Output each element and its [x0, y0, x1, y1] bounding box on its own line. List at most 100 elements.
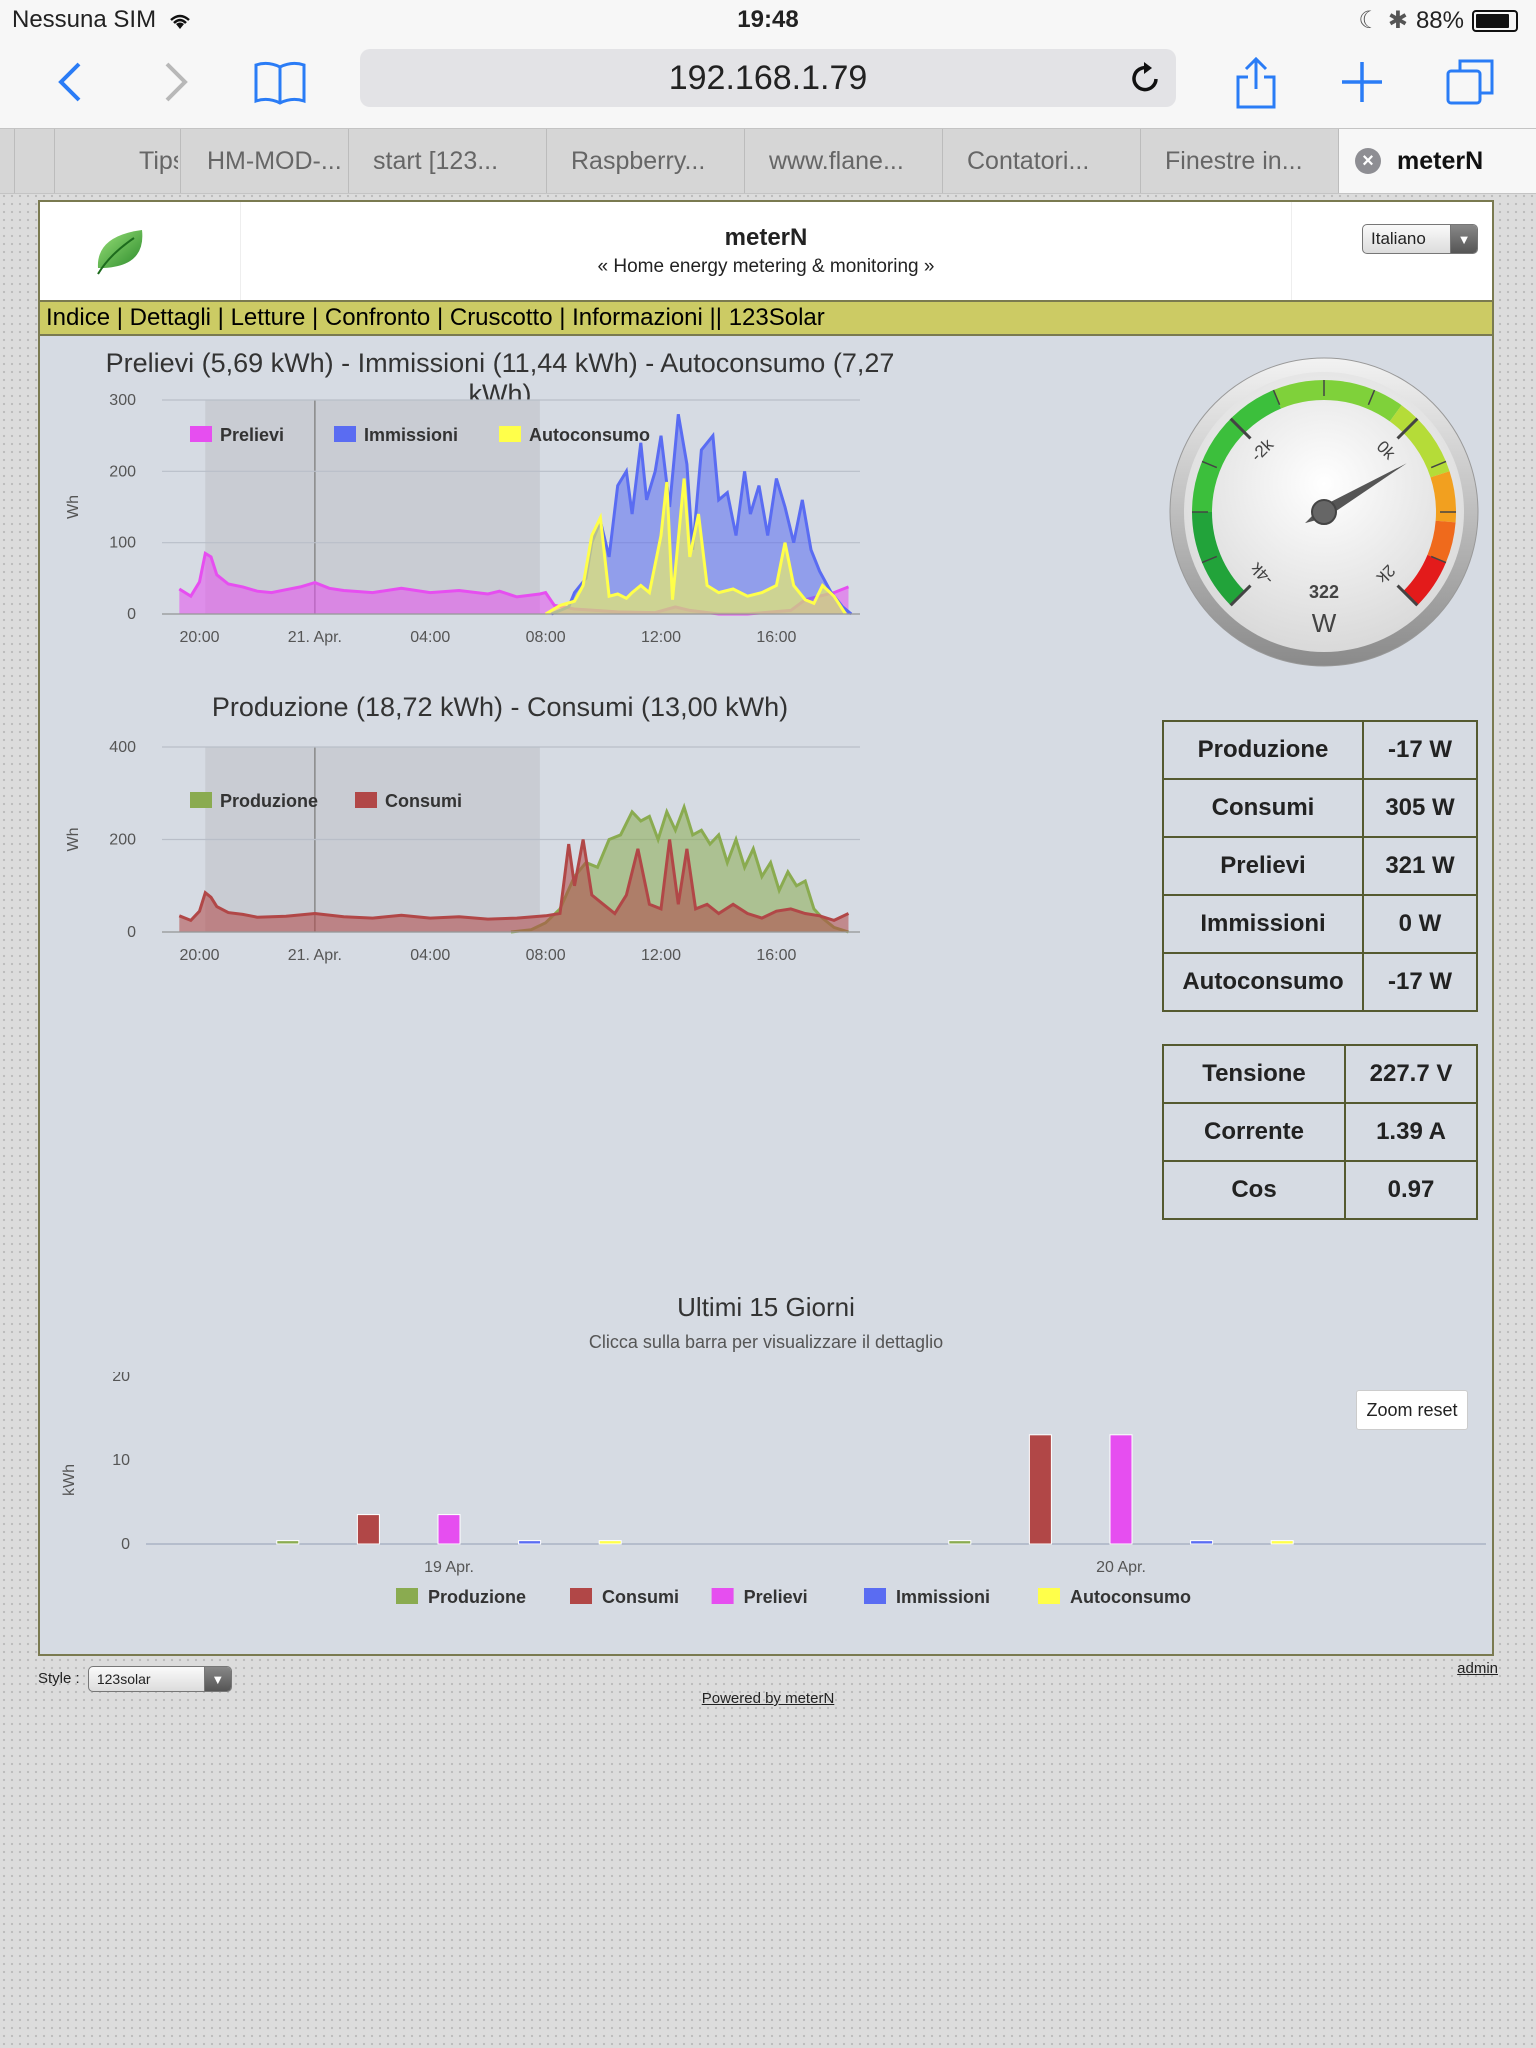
- style-selector: Style : 123solar ▼: [38, 1666, 232, 1692]
- tab-contatori[interactable]: Contatori...: [942, 129, 1140, 193]
- battery-icon: [1472, 9, 1518, 32]
- x-tick-label: 19 Apr.: [424, 1559, 474, 1576]
- admin-link[interactable]: admin: [1457, 1660, 1498, 1677]
- menu-item-informazioni[interactable]: Informazioni: [572, 304, 703, 331]
- bar-produzione: [276, 1540, 300, 1545]
- bar-consumi: [1028, 1434, 1052, 1545]
- chart1-svg[interactable]: 0 100 200 300 Wh 20:00 21. Apr. 04:00 08:00 12:00…: [50, 386, 870, 686]
- chevron-left-icon: [58, 62, 81, 102]
- address-bar[interactable]: 192.168.1.79: [360, 49, 1176, 107]
- live-label: Immissioni: [1162, 894, 1364, 954]
- live-value: 305 W: [1362, 778, 1478, 838]
- gauge-unit: W: [1312, 608, 1337, 638]
- reload-icon: [1132, 62, 1158, 92]
- electrical-label: Tensione: [1162, 1044, 1346, 1104]
- chart1-title: Prelievi (5,69 kWh) - Immissioni (11,44 …: [105, 348, 895, 409]
- chart2-svg[interactable]: 0 200 400 Wh 20:00 21. Apr. 04:00 08:00 12:00 16:…: [50, 732, 870, 992]
- style-select[interactable]: 123solar ▼: [87, 1666, 232, 1692]
- y-tick-label: 300: [109, 392, 136, 409]
- legend-label-prelievi: Prelievi: [220, 425, 284, 445]
- forward-button[interactable]: [146, 52, 206, 112]
- language-select[interactable]: Italiano ▼: [1362, 224, 1478, 254]
- y-tick-label: 0: [127, 606, 136, 623]
- legend-label-immissioni: Immissioni: [896, 1587, 990, 1607]
- zoom-reset-button[interactable]: Zoom reset: [1356, 1390, 1468, 1430]
- menu-item-indice[interactable]: Indice: [46, 304, 111, 331]
- series-line-autoconsumo: [544, 478, 847, 616]
- electrical-row: Corrente 1.39 A: [1162, 1102, 1478, 1162]
- menu-item-confronto[interactable]: Confronto: [324, 304, 431, 331]
- moon-icon: ☾: [1358, 7, 1380, 34]
- reload-button[interactable]: [1130, 61, 1162, 104]
- tabs-button[interactable]: [1440, 52, 1500, 112]
- series-area-immissioni: [551, 414, 852, 614]
- x-tick-label: 16:00: [756, 629, 796, 646]
- series-area-consumi: [179, 839, 849, 932]
- tab-pinned[interactable]: [14, 129, 54, 193]
- book-icon: [254, 61, 306, 105]
- tab-metern[interactable]: × meterN: [1338, 129, 1536, 193]
- share-button[interactable]: [1226, 52, 1286, 112]
- clock: 19:48: [737, 6, 799, 33]
- gauge-tick: [1201, 555, 1218, 564]
- x-tick-label: 12:00: [641, 629, 681, 646]
- electrical-row: Cos 0.97: [1162, 1160, 1478, 1220]
- live-row: Produzione -17 W: [1162, 720, 1478, 780]
- menu-item-cruscotto[interactable]: Cruscotto: [449, 304, 553, 331]
- electrical-value: 227.7 V: [1344, 1044, 1478, 1104]
- series-line-produzione: [510, 802, 849, 934]
- menu-item-123solar[interactable]: 123Solar: [728, 304, 825, 331]
- language-cell: Italiano ▼: [1291, 202, 1492, 300]
- gauge-band: [1192, 390, 1282, 512]
- gauge-band: [1430, 471, 1456, 523]
- legend-label-produzione: Produzione: [428, 1587, 526, 1607]
- menu-item-letture[interactable]: Letture: [230, 304, 306, 331]
- powered-by-link[interactable]: Powered by meterN: [701, 1690, 835, 1707]
- tab-strip: Tips HM-MOD-... start [123... Raspberry.…: [0, 128, 1536, 194]
- url-text: 192.168.1.79: [668, 58, 868, 97]
- legend-label-consumi: Consumi: [385, 791, 462, 811]
- bar-prelievi: [437, 1514, 461, 1545]
- y-axis-label: kWh: [61, 1464, 78, 1496]
- x-tick-label: 04:00: [410, 629, 450, 646]
- x-tick-label: 20 Apr.: [1096, 1559, 1146, 1576]
- new-tab-button[interactable]: [1332, 52, 1392, 112]
- page-content: meterN « Home energy metering & monitori…: [38, 200, 1494, 1656]
- night-band: [205, 400, 540, 614]
- bookmarks-button[interactable]: [250, 52, 310, 112]
- x-tick-label: 08:00: [526, 947, 566, 964]
- carrier-label: Nessuna SIM: [12, 6, 193, 34]
- series-line-consumi: [178, 839, 850, 923]
- ios-status-bar: Nessuna SIM 19:48 ☾ ✱ 88%: [0, 0, 1536, 40]
- legend-swatch-produzione: [396, 1588, 418, 1604]
- live-row: Immissioni 0 W: [1162, 894, 1478, 954]
- back-button[interactable]: [40, 52, 100, 112]
- tab-start[interactable]: start [123...: [348, 129, 546, 193]
- y-tick-label: 400: [109, 739, 136, 756]
- y-tick-label: 100: [109, 535, 136, 552]
- live-label: Prelievi: [1162, 836, 1364, 896]
- tab-hm-mod[interactable]: HM-MOD-...: [180, 129, 348, 193]
- close-tab-icon[interactable]: ×: [1355, 148, 1381, 174]
- live-values-table: Produzione -17 W Consumi 305 W Prelievi 321 W…: [1162, 720, 1478, 1012]
- chevron-right-icon: [165, 62, 188, 102]
- gauge-tick: [1201, 460, 1218, 469]
- bar-immissioni: [1190, 1540, 1214, 1545]
- menu-item-dettagli[interactable]: Dettagli: [129, 304, 211, 331]
- tab-raspberry[interactable]: Raspberry...: [546, 129, 744, 193]
- tabs-icon: [1446, 59, 1494, 105]
- legend-swatch-autoconsumo: [1038, 1588, 1060, 1604]
- tab-finestre[interactable]: Finestre in...: [1140, 129, 1338, 193]
- chart3-svg[interactable]: 0 10 20 kWh 19 Apr. 20 Apr. Produzione Consumi P…: [46, 1372, 1486, 1612]
- legend-swatch-produzione: [190, 792, 212, 808]
- legend-label-produzione: Produzione: [220, 791, 318, 811]
- gauge-tick: [1396, 584, 1419, 607]
- tab-tips[interactable]: Tips: [54, 129, 178, 193]
- legend-label-autoconsumo: Autoconsumo: [1070, 1587, 1191, 1607]
- live-value: -17 W: [1362, 720, 1478, 780]
- tab-flane[interactable]: www.flane...: [744, 129, 942, 193]
- bar-consumi: [356, 1514, 380, 1545]
- live-value: 321 W: [1362, 836, 1478, 896]
- x-tick-label: 08:00: [526, 629, 566, 646]
- bar-autoconsumo: [598, 1540, 622, 1545]
